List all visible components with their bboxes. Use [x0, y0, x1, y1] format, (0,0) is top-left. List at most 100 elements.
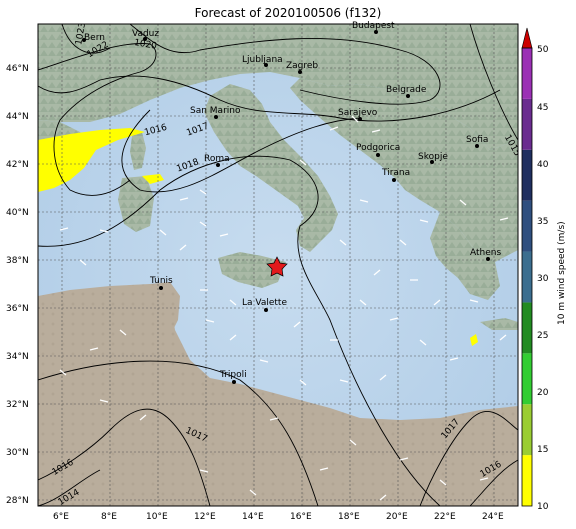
city-dot-budapest [374, 30, 378, 34]
land-africa [38, 284, 518, 506]
city-label-sofia: Sofia [466, 135, 488, 145]
land-italy [204, 84, 338, 252]
city-dot-bern [82, 38, 86, 42]
lon-tick-label: 8°E [101, 512, 117, 522]
colorbar-segment [522, 200, 532, 252]
colorbar-segment [522, 149, 532, 201]
land-greece [430, 212, 500, 300]
city-label-budapest: Budapest [352, 21, 395, 31]
lat-tick-label: 28°N [6, 496, 29, 506]
land-crete [480, 318, 518, 330]
lat-axis-labels: 46°N 44°N 42°N 40°N 38°N 36°N 34°N 32°N … [6, 64, 29, 506]
city-dot-sarajevo [358, 117, 362, 121]
colorbar-segment [522, 353, 532, 405]
wind-barbs [59, 115, 509, 501]
colorbar-segment [522, 48, 532, 99]
lon-tick-label: 20°E [386, 512, 408, 522]
land-tunisia-coast [150, 282, 180, 340]
colorbar-tick: 50 [537, 45, 549, 55]
city-label-tunis: Tunis [149, 276, 173, 286]
lon-tick-label: 22°E [434, 512, 456, 522]
colorbar-segment [522, 455, 532, 506]
lat-tick-label: 42°N [6, 160, 29, 170]
colorbar-segment [522, 98, 532, 150]
land-corsica [130, 132, 146, 170]
colorbar-tick: 20 [537, 388, 549, 398]
colorbar: 10 15 20 25 30 35 40 45 50 10 m wind spe… [521, 27, 567, 512]
lat-tick-label: 44°N [6, 112, 29, 122]
city-label-podgorica: Podgorica [356, 143, 400, 153]
land-sicily [218, 252, 286, 288]
colorbar-tick-labels: 10 15 20 25 30 35 40 45 50 [537, 45, 549, 512]
lon-tick-label: 10°E [146, 512, 168, 522]
city-label-skopje: Skopje [418, 152, 448, 162]
colorbar-label: 10 m wind speed (m/s) [557, 221, 567, 325]
isobar-label: 1020 [133, 38, 158, 52]
city-dot-roma [216, 163, 220, 167]
lon-axis-labels: 6°E 8°E 10°E 12°E 14°E 16°E 18°E 20°E 22… [53, 512, 504, 522]
wind-area-crete [470, 334, 478, 346]
city-dot-athens [486, 257, 490, 261]
map-title: Forecast of 2020100506 (f132) [194, 6, 382, 20]
storm-marker-star [266, 256, 288, 277]
city-dot-skopje [430, 160, 434, 164]
city-dot-podgorica [376, 153, 380, 157]
lon-tick-label: 16°E [290, 512, 312, 522]
lat-tick-label: 38°N [6, 256, 29, 266]
city-dot-san-marino [214, 115, 218, 119]
city-dot-vaduz [143, 37, 147, 41]
colorbar-tick: 40 [537, 160, 549, 170]
city-dot-sofia [475, 144, 479, 148]
colorbar-segment [522, 404, 532, 456]
colorbar-tick: 45 [537, 103, 548, 113]
lat-tick-label: 30°N [6, 448, 29, 458]
colorbar-segments [522, 48, 532, 506]
lat-tick-label: 34°N [6, 352, 29, 362]
city-label-belgrade: Belgrade [386, 85, 427, 95]
wind-area-corsica [142, 174, 164, 184]
city-markers: Bern Vaduz Budapest Ljubljana Zagreb Bel… [82, 21, 501, 384]
colorbar-segment [522, 302, 532, 354]
city-dot-tunis [159, 286, 163, 290]
lon-tick-label: 12°E [194, 512, 216, 522]
lat-tick-label: 40°N [6, 208, 29, 218]
wind-area-gulf [38, 128, 145, 192]
colorbar-tick: 15 [537, 445, 548, 455]
land-balkans [290, 78, 518, 262]
isobar-lines [38, 24, 518, 506]
city-label-la-valette: La Valette [242, 298, 287, 308]
city-label-tripoli: Tripoli [219, 370, 247, 380]
lat-tick-label: 46°N [6, 64, 29, 74]
city-label-athens: Athens [470, 248, 501, 258]
colorbar-frame [521, 47, 533, 507]
lon-tick-label: 6°E [53, 512, 69, 522]
map-frame [37, 23, 519, 507]
lon-tick-label: 14°E [242, 512, 264, 522]
city-label-bern: Bern [84, 33, 105, 43]
lat-tick-label: 36°N [6, 304, 29, 314]
city-dot-ljubljana [264, 63, 268, 67]
colorbar-tick: 25 [537, 331, 548, 341]
colorbar-extend-arrow [521, 27, 533, 49]
city-label-roma: Roma [204, 154, 230, 164]
lon-tick-label: 24°E [482, 512, 504, 522]
city-dot-tirana [392, 178, 396, 182]
city-dot-tripoli [232, 380, 236, 384]
city-label-san-marino: San Marino [190, 106, 241, 116]
colorbar-tick: 10 [537, 502, 549, 512]
city-label-ljubljana: Ljubljana [242, 55, 283, 65]
colorbar-tick: 30 [537, 274, 549, 284]
land-north [38, 24, 518, 150]
lon-tick-label: 18°E [338, 512, 360, 522]
city-label-tirana: Tirana [381, 168, 410, 178]
city-label-zagreb: Zagreb [286, 61, 318, 71]
city-dot-belgrade [406, 94, 410, 98]
colorbar-segment [522, 251, 532, 303]
lat-tick-label: 32°N [6, 400, 29, 410]
colorbar-tick: 35 [537, 217, 548, 227]
city-label-vaduz: Vaduz [132, 29, 159, 39]
city-dot-zagreb [298, 70, 302, 74]
city-label-sarajevo: Sarajevo [338, 108, 378, 118]
city-dot-la-valette [264, 308, 268, 312]
